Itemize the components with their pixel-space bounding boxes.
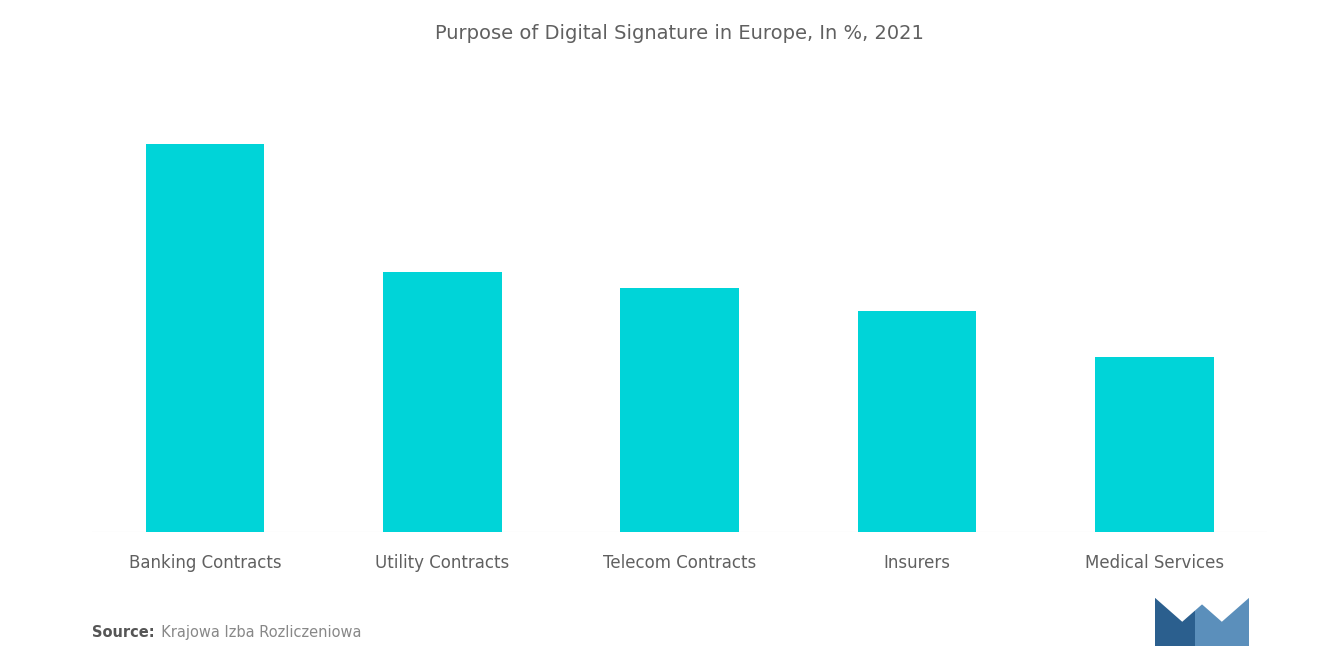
Text: Source:: Source: [92,624,154,640]
Bar [858,311,977,532]
Bar [620,287,739,532]
Bar [1195,598,1249,646]
Bar [383,272,502,532]
Text: Krajowa Izba Rozliczeniowa: Krajowa Izba Rozliczeniowa [152,624,362,640]
Polygon shape [1195,598,1249,622]
Bar [145,144,264,532]
Title: Purpose of Digital Signature in Europe, In %, 2021: Purpose of Digital Signature in Europe, … [436,24,924,43]
Bar [1096,358,1214,532]
Bar [1155,598,1209,646]
Polygon shape [1155,598,1209,622]
